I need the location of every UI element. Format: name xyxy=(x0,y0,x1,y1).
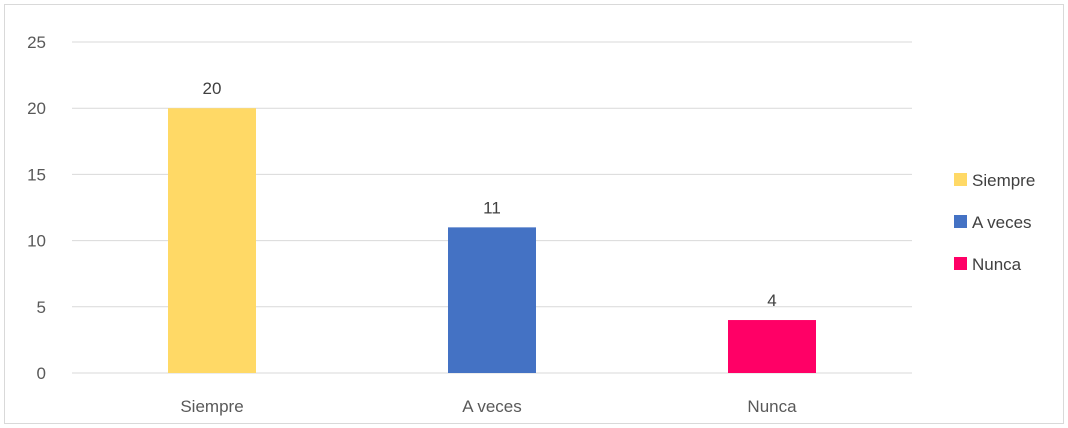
legend: Siempre A veces Nunca xyxy=(954,171,1035,274)
y-tick-label: 15 xyxy=(27,165,46,184)
data-label: 4 xyxy=(767,291,776,310)
x-tick-label: A veces xyxy=(462,397,522,416)
legend-swatch xyxy=(954,173,967,186)
bar xyxy=(728,320,816,373)
y-tick-label: 20 xyxy=(27,99,46,118)
x-tick-label: Nunca xyxy=(747,397,797,416)
y-tick-label: 10 xyxy=(27,232,46,251)
legend-swatch xyxy=(954,215,967,228)
y-tick-label: 5 xyxy=(37,298,46,317)
legend-label: Nunca xyxy=(972,255,1022,274)
x-tick-label: Siempre xyxy=(180,397,243,416)
data-label: 20 xyxy=(203,79,222,98)
legend-swatch xyxy=(954,257,967,270)
y-tick-label: 0 xyxy=(37,364,46,383)
legend-label: A veces xyxy=(972,213,1032,232)
legend-label: Siempre xyxy=(972,171,1035,190)
y-tick-label: 25 xyxy=(27,33,46,52)
bar xyxy=(168,108,256,373)
data-label: 11 xyxy=(483,198,501,217)
bar xyxy=(448,227,536,373)
